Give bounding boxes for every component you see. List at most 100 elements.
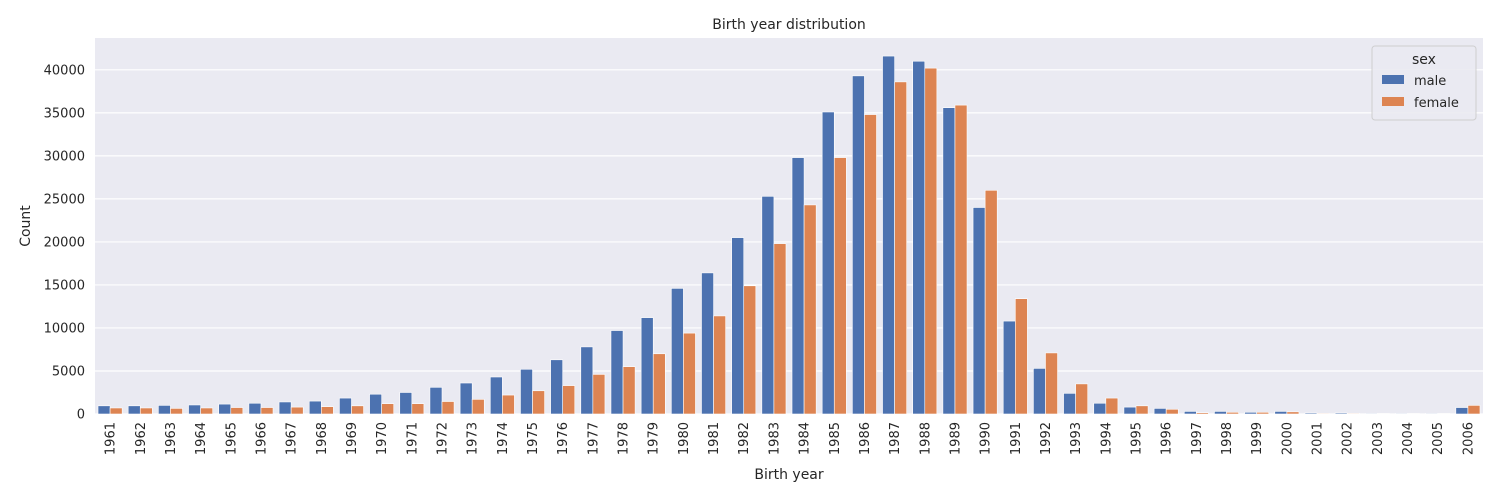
x-tick-label: 1970 <box>375 422 390 455</box>
x-tick-label: 2003 <box>1371 422 1386 455</box>
bar-male-1961 <box>97 405 111 415</box>
y-tick-label: 15000 <box>44 278 85 293</box>
x-tick-label: 1997 <box>1190 422 1205 455</box>
bar-female-1991 <box>1015 298 1028 415</box>
bar-male-1971 <box>399 392 413 415</box>
x-tick-label: 1967 <box>285 422 300 455</box>
bar-male-1968 <box>308 400 322 415</box>
y-tick-label: 35000 <box>44 106 85 121</box>
bar-male-2006 <box>1455 407 1469 415</box>
x-tick-label: 1971 <box>405 422 420 455</box>
legend: sex male female <box>1371 45 1477 121</box>
bar-male-2001 <box>1304 412 1318 415</box>
bar-male-1969 <box>339 397 352 415</box>
bar-male-1979 <box>640 317 654 415</box>
x-tick-label: 2002 <box>1341 422 1356 455</box>
bar-female-1995 <box>1135 405 1149 415</box>
bar-female-1992 <box>1045 352 1058 415</box>
bar-male-1964 <box>188 404 201 415</box>
bar-female-1977 <box>592 374 606 415</box>
bar-female-2001 <box>1316 413 1330 415</box>
bar-male-1999 <box>1244 411 1257 415</box>
bar-female-1967 <box>290 406 304 415</box>
bar-male-2003 <box>1365 413 1378 415</box>
bar-female-1996 <box>1165 408 1179 415</box>
bar-female-2005 <box>1437 413 1451 415</box>
bar-female-1973 <box>471 399 485 415</box>
bar-male-1980 <box>671 288 684 415</box>
bar-male-1988 <box>912 60 926 415</box>
x-tick-label: 1962 <box>134 422 149 455</box>
x-tick-label: 1978 <box>617 422 632 455</box>
x-tick-label: 1981 <box>707 422 722 455</box>
x-tick-label: 1966 <box>254 422 269 455</box>
bar-male-1990 <box>972 207 986 415</box>
x-tick-label: 1990 <box>979 422 994 455</box>
bar-male-1995 <box>1123 406 1137 415</box>
bar-female-1980 <box>683 332 696 415</box>
x-tick-label: 2001 <box>1311 422 1326 455</box>
bar-female-1986 <box>864 114 877 415</box>
x-tick-label: 1987 <box>888 422 903 455</box>
bar-female-1972 <box>441 401 455 415</box>
bar-male-1991 <box>1002 320 1016 415</box>
bar-male-1998 <box>1214 411 1227 415</box>
legend-swatch-female <box>1382 97 1404 106</box>
x-tick-label: 1988 <box>918 422 933 455</box>
x-tick-label: 1982 <box>737 422 752 455</box>
y-tick-labels: 0 5000 10000 15000 20000 25000 30000 35000 40000 <box>44 63 85 422</box>
bar-male-1994 <box>1093 402 1107 415</box>
x-tick-label: 1995 <box>1130 422 1145 455</box>
bar-male-1978 <box>610 330 624 415</box>
bar-female-1994 <box>1105 397 1119 415</box>
bar-female-1964 <box>200 407 213 415</box>
bar-male-1970 <box>369 393 382 415</box>
bar-female-1962 <box>139 407 153 415</box>
bar-female-1965 <box>230 407 244 415</box>
x-tick-label: 2004 <box>1401 422 1416 455</box>
x-tick-label: 1974 <box>496 422 511 455</box>
bar-female-1989 <box>954 104 968 415</box>
bar-female-2004 <box>1407 413 1420 415</box>
bar-female-1993 <box>1075 383 1089 415</box>
bar-male-1984 <box>791 157 805 415</box>
bar-male-1985 <box>821 111 835 415</box>
x-tick-label: 1977 <box>586 422 601 455</box>
bar-female-2002 <box>1346 413 1360 415</box>
x-tick-label: 1996 <box>1160 422 1175 455</box>
bar-male-1976 <box>550 359 563 415</box>
x-tick-label: 2005 <box>1431 422 1446 455</box>
y-tick-label: 25000 <box>44 192 85 207</box>
x-tick-label: 1961 <box>104 422 119 455</box>
bar-female-1969 <box>351 405 364 415</box>
bar-male-1982 <box>731 237 745 415</box>
x-tick-label: 1979 <box>647 422 662 455</box>
bar-female-1997 <box>1196 412 1209 415</box>
legend-title: sex <box>1412 52 1436 68</box>
bar-female-1966 <box>260 407 274 415</box>
x-tick-label: 1985 <box>828 422 843 455</box>
bar-female-1970 <box>381 403 395 415</box>
y-tick-label: 10000 <box>44 321 85 336</box>
bar-female-1976 <box>562 385 576 415</box>
x-tick-label: 1991 <box>1009 422 1024 455</box>
x-tick-label: 1983 <box>767 422 782 455</box>
grid-lines <box>95 69 1483 415</box>
bar-female-2000 <box>1286 411 1300 415</box>
bar-male-1973 <box>459 382 473 415</box>
bar-female-1988 <box>924 67 938 415</box>
x-tick-label: 1984 <box>798 422 813 455</box>
bar-female-1968 <box>321 406 334 415</box>
x-tick-label: 1964 <box>194 422 209 455</box>
bar-female-1975 <box>532 390 545 415</box>
bar-male-1965 <box>218 403 232 415</box>
y-tick-label: 40000 <box>44 63 85 78</box>
x-tick-label: 1965 <box>224 422 239 455</box>
bar-female-1984 <box>803 204 817 415</box>
x-tick-label: 1992 <box>1039 422 1054 455</box>
bar-male-1993 <box>1063 393 1076 415</box>
x-tick-label: 1994 <box>1099 422 1114 455</box>
bar-male-2004 <box>1395 413 1408 415</box>
bar-female-1981 <box>713 315 726 415</box>
bar-male-1962 <box>127 405 141 415</box>
